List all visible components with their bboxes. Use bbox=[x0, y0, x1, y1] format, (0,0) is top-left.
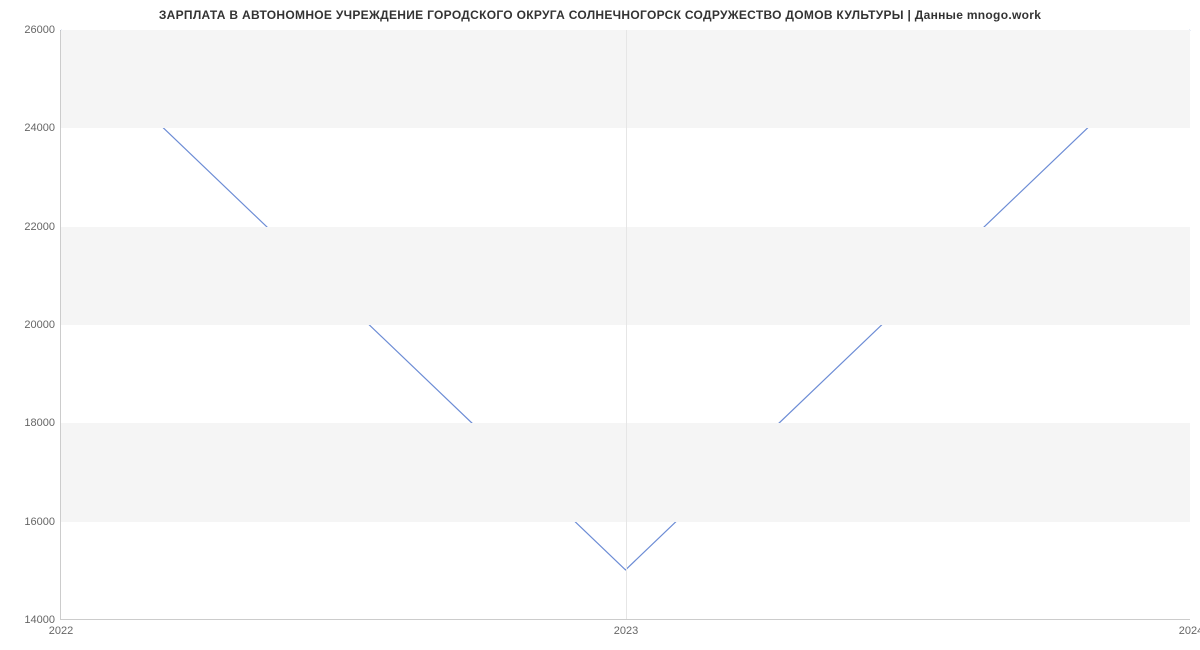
plot-area: 1400016000180002000022000240002600020222… bbox=[60, 30, 1190, 620]
chart-title: ЗАРПЛАТА В АВТОНОМНОЕ УЧРЕЖДЕНИЕ ГОРОДСК… bbox=[0, 0, 1200, 22]
x-tick-label: 2023 bbox=[614, 625, 638, 637]
x-tick-label: 2024 bbox=[1179, 625, 1200, 637]
y-tick-label: 24000 bbox=[24, 122, 55, 134]
y-tick-label: 22000 bbox=[24, 221, 55, 233]
x-tick-label: 2022 bbox=[49, 625, 73, 637]
y-tick-label: 16000 bbox=[24, 516, 55, 528]
x-gridline bbox=[626, 30, 627, 619]
line-chart: ЗАРПЛАТА В АВТОНОМНОЕ УЧРЕЖДЕНИЕ ГОРОДСК… bbox=[0, 0, 1200, 650]
y-tick-label: 20000 bbox=[24, 319, 55, 331]
y-tick-label: 26000 bbox=[24, 24, 55, 36]
y-tick-label: 18000 bbox=[24, 417, 55, 429]
